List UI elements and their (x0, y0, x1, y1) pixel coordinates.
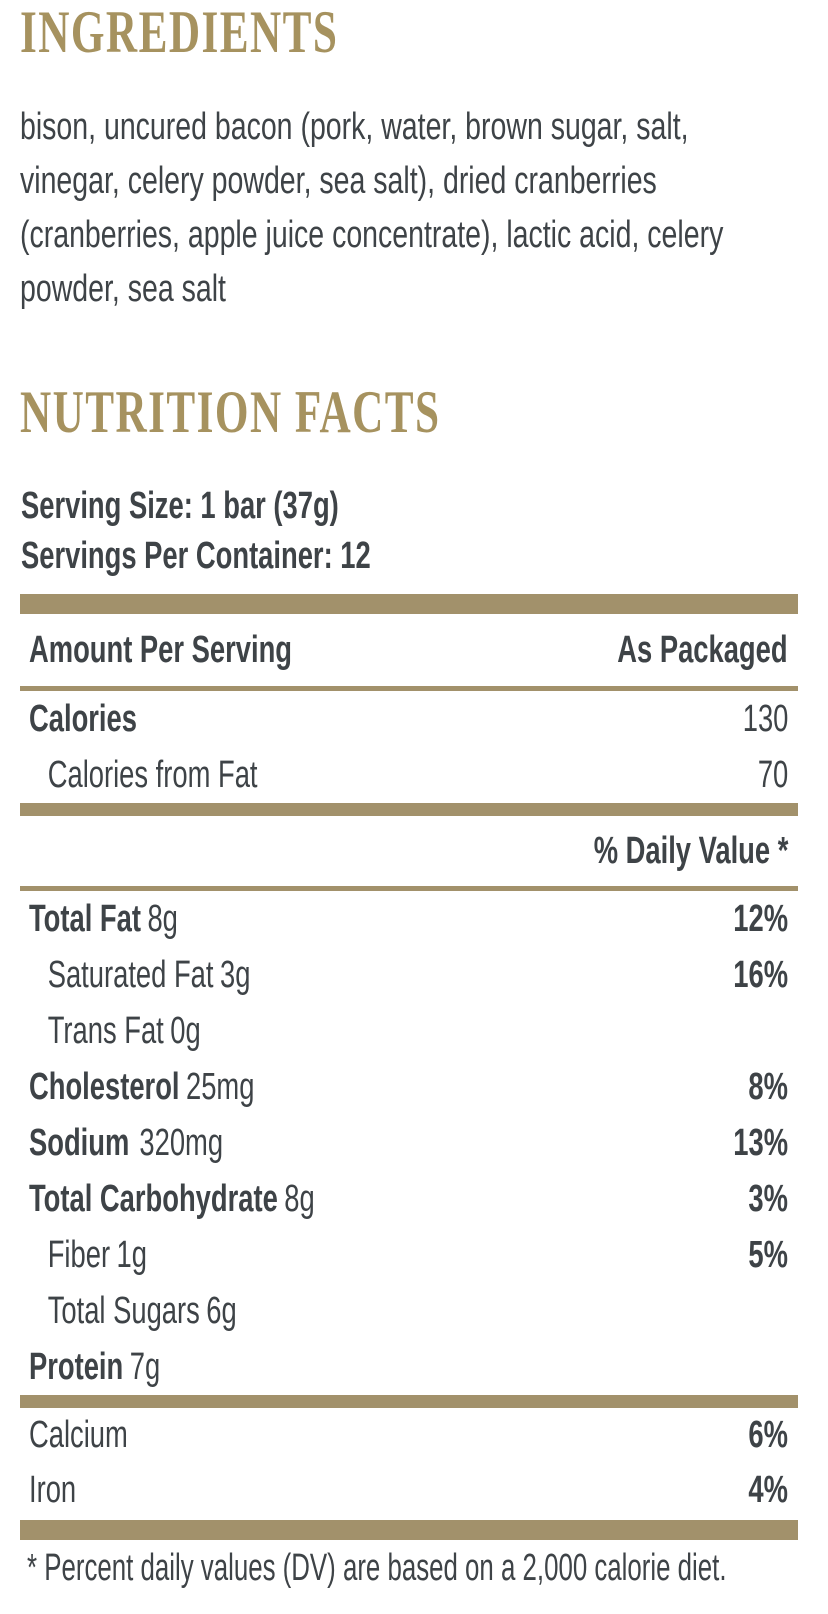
table-row: Trans Fat 0g (20, 1003, 798, 1059)
nutrient-amount: 1g (116, 1233, 147, 1276)
daily-value-footnote-text: * Percent daily values (DV) are based on… (27, 1547, 727, 1589)
divider-rule-2 (20, 886, 798, 891)
table-row: Calories 130 (20, 691, 798, 747)
divider-rule-1 (20, 686, 798, 691)
daily-value-footnote: * Percent daily values (DV) are based on… (27, 1547, 828, 1590)
divider-bar-2 (20, 803, 798, 816)
nutrient-percent: 12% (733, 897, 788, 940)
nutrient-cell: Total Sugars 6g (29, 1290, 237, 1333)
mineral-percent: 6% (748, 1414, 788, 1456)
daily-value-header-row: % Daily Value * (20, 816, 798, 886)
nutrient-cell: Trans Fat 0g (29, 1010, 201, 1053)
mineral-label: Calcium (29, 1414, 128, 1456)
nutrient-amount: 8g (147, 897, 178, 940)
servings-per-container-line: Servings Per Container: 12 (21, 531, 507, 581)
nutrient-amount: 25mg (185, 1065, 255, 1108)
table-row: Cholesterol 25mg 8% (20, 1059, 798, 1115)
nutrient-label: Total Carbohydrate (29, 1177, 278, 1220)
serving-info: Serving Size: 1 bar (37g) Servings Per C… (21, 481, 507, 581)
nutrient-cell: Protein 7g (29, 1346, 160, 1389)
servings-per-container-text: Servings Per Container: 12 (21, 535, 371, 577)
daily-value-header: % Daily Value * (593, 829, 788, 872)
as-packaged-header: As Packaged (617, 628, 788, 671)
nutrient-cell: Total Fat 8g (29, 898, 178, 941)
table-row: Calories from Fat 70 (20, 747, 798, 803)
nutrition-facts-heading-text: NUTRITION FACTS (20, 379, 441, 445)
serving-size-text: Serving Size: 1 bar (37g) (21, 485, 339, 527)
nutrient-label: Fiber (47, 1233, 111, 1276)
amount-per-serving-header: Amount Per Serving (29, 628, 293, 671)
divider-bar-3 (20, 1395, 798, 1408)
table-row: Total Carbohydrate 8g 3% (20, 1171, 798, 1227)
nutrition-facts-table: Amount Per Serving As Packaged Calories … (20, 594, 798, 1540)
serving-size-line: Serving Size: 1 bar (37g) (21, 481, 507, 531)
nutrient-amount: 6g (206, 1289, 237, 1332)
nutrient-percent: 5% (748, 1233, 788, 1276)
nutrient-cell: Total Carbohydrate 8g (29, 1178, 315, 1221)
nutrition-facts-heading: NUTRITION FACTS (20, 382, 604, 442)
nutrient-label: Saturated Fat (47, 953, 214, 996)
nutrient-label: Sodium (29, 1121, 130, 1164)
table-row: Total Sugars 6g (20, 1283, 798, 1339)
ingredients-heading: INGREDIENTS (20, 2, 462, 62)
ingredients-text: bison, uncured bacon (pork, water, brown… (20, 106, 724, 310)
calories-from-fat-label: Calories from Fat (47, 753, 258, 796)
table-row: Sodium 320mg 13% (20, 1115, 798, 1171)
nutrient-label: Trans Fat (47, 1009, 164, 1052)
nutrient-amount: 320mg (139, 1121, 224, 1164)
calories-label: Calories (29, 697, 137, 740)
ingredients-heading-text: INGREDIENTS (20, 0, 339, 65)
table-row: Calcium 6% (20, 1408, 798, 1463)
nutrient-label: Total Fat (29, 897, 141, 940)
nutrient-cell: Cholesterol 25mg (29, 1066, 254, 1109)
table-row: Protein 7g (20, 1339, 798, 1395)
nutrient-label: Total Sugars (47, 1289, 200, 1332)
nutrient-amount: 8g (284, 1177, 315, 1220)
mineral-label: Iron (29, 1469, 77, 1511)
table-row: Saturated Fat 3g 16% (20, 947, 798, 1003)
nutrient-amount: 0g (170, 1009, 201, 1052)
table-row: Total Fat 8g 12% (20, 891, 798, 947)
nutrient-amount: 7g (129, 1345, 161, 1388)
nutrient-percent: 3% (748, 1177, 788, 1220)
nutrient-amount: 3g (219, 953, 251, 996)
nutrient-percent: 8% (748, 1065, 788, 1108)
nutrient-label: Cholesterol (29, 1065, 180, 1108)
calories-value: 130 (742, 697, 788, 740)
nutrient-cell: Sodium 320mg (29, 1122, 223, 1165)
calories-from-fat-value: 70 (757, 753, 788, 796)
table-row: Iron 4% (20, 1463, 798, 1518)
nutrient-cell: Fiber 1g (29, 1234, 147, 1277)
divider-bar-top (20, 594, 798, 614)
nutrient-percent: 13% (733, 1121, 788, 1164)
table-header-row: Amount Per Serving As Packaged (20, 614, 798, 686)
nutrient-cell: Saturated Fat 3g (29, 953, 251, 997)
divider-bar-bottom (20, 1520, 798, 1540)
mineral-percent: 4% (748, 1469, 788, 1511)
nutrient-label: Protein (29, 1345, 124, 1388)
nutrient-percent: 16% (733, 953, 788, 996)
table-row: Fiber 1g 5% (20, 1227, 798, 1283)
